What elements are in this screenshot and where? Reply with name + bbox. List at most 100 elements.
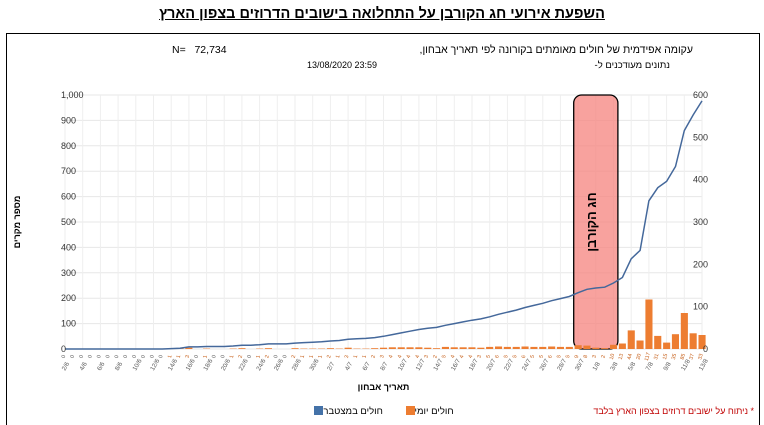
svg-text:5/8: 5/8 [627,360,638,372]
svg-text:1,000: 1,000 [61,90,84,100]
svg-text:37: 37 [689,353,696,360]
svg-text:16/7: 16/7 [450,357,462,372]
svg-text:900: 900 [61,115,76,125]
svg-text:7/8: 7/8 [645,360,656,372]
svg-text:2/7: 2/7 [326,360,337,372]
svg-text:28/7: 28/7 [556,357,568,372]
svg-text:18/6: 18/6 [202,357,214,372]
svg-text:2: 2 [600,354,607,358]
svg-text:1: 1 [335,354,342,358]
svg-text:400: 400 [61,242,76,252]
svg-text:4/6: 4/6 [78,360,89,372]
svg-text:0: 0 [96,354,103,358]
svg-text:3/8: 3/8 [609,360,620,372]
svg-text:6/7: 6/7 [361,360,372,372]
svg-text:8/7: 8/7 [379,360,390,372]
svg-text:4: 4 [406,354,413,358]
svg-text:0: 0 [193,354,200,358]
svg-text:30/6: 30/6 [308,357,320,372]
svg-text:5: 5 [530,354,537,358]
svg-text:117: 117 [644,352,652,362]
svg-text:30/7: 30/7 [574,357,586,372]
svg-text:300: 300 [61,268,76,278]
svg-text:0: 0 [61,344,66,354]
svg-text:20/6: 20/6 [220,357,232,372]
svg-text:1: 1 [362,354,369,358]
svg-text:22/6: 22/6 [238,357,250,372]
svg-text:0: 0 [114,354,121,358]
svg-text:500: 500 [693,132,708,142]
svg-text:15: 15 [662,353,669,360]
svg-text:0: 0 [158,354,165,358]
svg-text:35: 35 [671,353,678,360]
svg-text:4/7: 4/7 [344,360,355,372]
svg-text:200: 200 [61,293,76,303]
svg-text:14/7: 14/7 [432,357,444,372]
svg-text:24/6: 24/6 [255,357,267,372]
svg-text:0: 0 [211,354,218,358]
svg-text:0: 0 [78,354,85,358]
svg-text:מספר מקרים: מספר מקרים [12,196,22,249]
svg-text:1: 1 [300,354,307,358]
svg-text:28/6: 28/6 [291,357,303,372]
svg-text:600: 600 [61,192,76,202]
svg-text:0: 0 [703,344,708,354]
svg-text:16/6: 16/6 [185,357,197,372]
svg-text:6: 6 [494,354,501,358]
svg-text:800: 800 [61,141,76,151]
svg-text:26/7: 26/7 [538,357,550,372]
svg-text:2: 2 [264,354,271,358]
svg-text:10: 10 [609,353,616,360]
svg-text:600: 600 [693,90,708,100]
svg-text:חג הקורבן: חג הקורבן [584,192,599,252]
svg-text:10/7: 10/7 [397,357,409,372]
svg-text:3: 3 [379,354,386,358]
svg-text:2: 2 [326,354,333,358]
svg-text:0: 0 [61,354,68,358]
svg-text:700: 700 [61,166,76,176]
svg-text:14/6: 14/6 [167,357,179,372]
svg-text:200: 200 [693,259,708,269]
svg-text:1: 1 [176,354,183,358]
svg-text:20: 20 [635,353,642,360]
svg-text:תאריך אבחון: תאריך אבחון [358,382,410,392]
svg-text:8/6: 8/6 [114,360,125,372]
svg-text:31: 31 [653,353,660,360]
svg-text:1: 1 [229,354,236,358]
svg-text:12/7: 12/7 [415,357,427,372]
svg-text:100: 100 [693,302,708,312]
svg-text:44: 44 [627,353,634,360]
svg-text:0: 0 [247,354,254,358]
svg-text:5: 5 [441,354,448,358]
svg-text:1: 1 [317,354,324,358]
svg-text:5: 5 [512,354,519,358]
svg-text:0: 0 [87,354,94,358]
svg-text:12/6: 12/6 [149,357,161,372]
svg-text:3: 3 [477,354,484,358]
svg-text:20/7: 20/7 [485,357,497,372]
svg-text:6: 6 [547,354,554,358]
svg-text:3: 3 [592,354,599,358]
svg-text:1/8: 1/8 [591,360,602,372]
svg-text:10/6: 10/6 [131,357,143,372]
svg-text:13: 13 [618,353,625,360]
svg-text:400: 400 [693,175,708,185]
svg-text:100: 100 [61,319,76,329]
svg-text:300: 300 [693,217,708,227]
svg-text:1: 1 [353,354,360,358]
svg-text:26/6: 26/6 [273,357,285,372]
svg-text:6/6: 6/6 [96,360,107,372]
svg-text:2/6: 2/6 [61,360,72,372]
svg-text:22/7: 22/7 [503,357,515,372]
svg-text:4: 4 [459,354,466,358]
svg-text:9/8: 9/8 [662,360,673,372]
svg-text:18/7: 18/7 [468,357,480,372]
svg-text:5: 5 [565,354,572,358]
svg-text:0: 0 [123,354,130,358]
svg-text:3: 3 [344,354,351,358]
svg-text:0: 0 [70,354,77,358]
svg-text:0: 0 [105,354,112,358]
svg-text:0: 0 [282,354,289,358]
svg-text:8: 8 [583,354,590,358]
svg-text:3: 3 [423,354,430,358]
